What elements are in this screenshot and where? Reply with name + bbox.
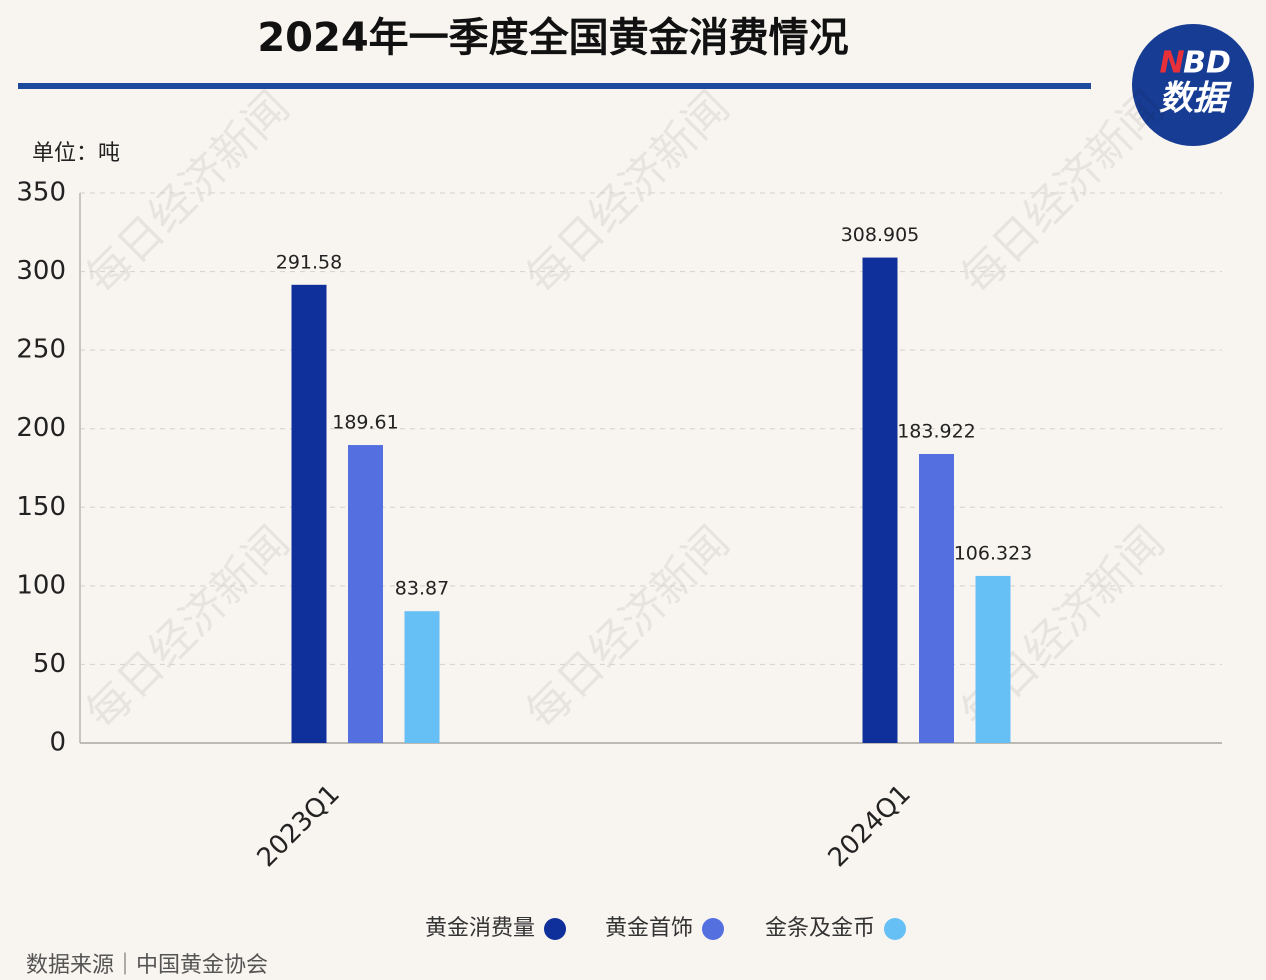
y-tick-label: 0	[49, 728, 66, 758]
legend-label: 金条及金币	[765, 916, 875, 941]
watermark: 每日经济新闻	[77, 82, 300, 305]
y-tick-label: 150	[16, 492, 66, 522]
bar	[404, 611, 440, 743]
legend-marker	[884, 918, 906, 940]
value-label: 308.905	[841, 224, 920, 246]
y-tick-label: 250	[16, 335, 66, 365]
bar	[348, 445, 383, 743]
value-label: 83.87	[395, 578, 449, 600]
source: 数据来源｜中国黄金协会	[26, 953, 268, 978]
bar	[862, 257, 898, 743]
legend-label: 黄金首饰	[605, 916, 693, 941]
value-label: 189.61	[332, 412, 398, 434]
chart-title: 2024年一季度全国黄金消费情况	[257, 15, 848, 61]
bar	[291, 284, 327, 743]
logo-n: N	[1159, 46, 1184, 81]
bar	[919, 453, 954, 743]
legend-marker	[702, 918, 724, 940]
value-label: 183.922	[897, 420, 976, 442]
title-rule	[18, 83, 1091, 89]
y-tick-label: 50	[33, 649, 66, 679]
y-tick-label: 300	[16, 256, 66, 286]
legend-marker	[544, 918, 566, 940]
watermark: 每日经济新闻	[517, 517, 740, 740]
value-label: 291.58	[276, 251, 342, 273]
watermark: 每日经济新闻	[517, 82, 740, 305]
logo-bd: BD	[1183, 46, 1231, 81]
x-tick-label: 2023Q1	[252, 779, 346, 873]
bar	[975, 575, 1011, 743]
y-tick-label: 100	[16, 570, 66, 600]
logo	[1132, 24, 1254, 146]
value-label: 106.323	[954, 542, 1033, 564]
legend-label: 黄金消费量	[425, 916, 535, 941]
watermark: 每日经济新闻	[77, 517, 300, 740]
x-tick-label: 2024Q1	[823, 779, 917, 873]
y-tick-label: 350	[16, 178, 66, 208]
y-tick-label: 200	[16, 413, 66, 443]
unit-label: 单位：吨	[32, 141, 120, 166]
logo-sub: 数据	[1159, 79, 1232, 119]
